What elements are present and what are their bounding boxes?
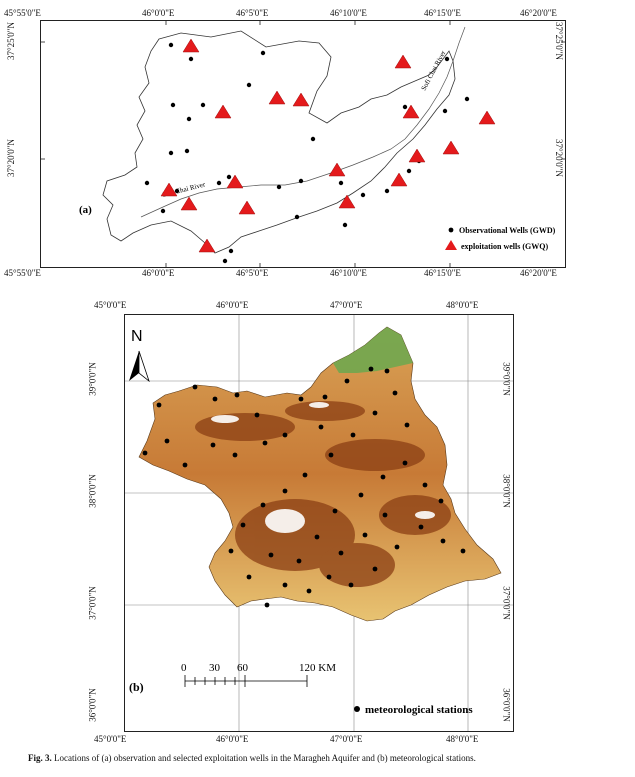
- b-lon-top-0: 46°0'0"E: [216, 300, 249, 310]
- b-lon-bottom-1: 46°0'0"E: [216, 734, 249, 744]
- observational-wells: [144, 42, 470, 264]
- map-panel-b: N 0 30 60 120 KM (b) meteorological stat…: [124, 314, 514, 732]
- legend-station-marker: [354, 706, 360, 712]
- b-lat-left-3: 36°0'0"N: [87, 688, 98, 722]
- b-lon-bottom-0: 45°0'0"E: [94, 734, 127, 744]
- a-lat-right-0: 37°25'0"N: [553, 22, 564, 60]
- scale-label-30: 30: [209, 662, 221, 674]
- scale-label-120: 120 KM: [299, 662, 336, 674]
- b-lon-top-2: 48°0'0"E: [446, 300, 479, 310]
- b-lat-left-2: 37°0'0"N: [87, 586, 98, 620]
- a-lon-bottom-3: 46°10'0"E: [330, 268, 367, 278]
- b-lat-right-0: 39°0'0"N: [501, 362, 512, 396]
- northern-lowland: [333, 327, 413, 373]
- scale-label-0: 0: [181, 662, 187, 674]
- a-lat-right-1: 37°20'0"N: [553, 139, 564, 177]
- panel-a-legend: [445, 227, 457, 250]
- b-lat-left-0: 39°0'0"N: [87, 362, 98, 396]
- a-lon-bottom-2: 46°5'0"E: [236, 268, 269, 278]
- caption-prefix: Fig. 3.: [28, 753, 52, 763]
- b-lon-bottom-3: 48°0'0"E: [446, 734, 479, 744]
- panel-b-label: (b): [129, 680, 144, 694]
- legend-stations: meteorological stations: [365, 704, 473, 716]
- a-lon-top-5: 46°20'0"E: [520, 8, 557, 18]
- a-lon-bottom-1: 46°0'0"E: [142, 268, 175, 278]
- a-lat-left-0: 37°25'0"N: [5, 22, 16, 60]
- b-lat-right-2: 37°0'0"N: [501, 586, 512, 620]
- province-relief: [138, 326, 502, 622]
- sofi-chai-river: [140, 26, 466, 218]
- panel-a-map-svg: Sofi Chai River Sofi Chai River (a): [41, 21, 565, 267]
- a-lon-top-3: 46°10'0"E: [330, 8, 367, 18]
- a-lon-bottom-4: 46°15'0"E: [424, 268, 461, 278]
- river-label-2: Sofi Chai River: [420, 49, 448, 92]
- b-lat-left-1: 38°0'0"N: [87, 474, 98, 508]
- snow-caps: [211, 402, 435, 533]
- scale-bar: [184, 675, 308, 687]
- b-lat-right-1: 38°0'0"N: [501, 474, 512, 508]
- aquifer-boundary: [102, 30, 456, 254]
- figure-caption: Fig. 3. Locations of (a) observation and…: [28, 752, 618, 764]
- a-lon-bottom-5: 46°20'0"E: [520, 268, 557, 278]
- caption-text: Locations of (a) observation and selecte…: [54, 753, 476, 763]
- a-lon-top-2: 46°5'0"E: [236, 8, 269, 18]
- legend-observational: Observational Wells (GWD): [459, 226, 556, 235]
- panel-a-label: (a): [79, 204, 92, 216]
- meteorological-stations: [142, 366, 466, 608]
- a-lon-top-0: 45°55'0"E: [4, 8, 41, 18]
- north-arrow: [129, 350, 150, 383]
- b-lon-bottom-2: 47°0'0"E: [330, 734, 363, 744]
- a-lon-bottom-0: 45°55'0"E: [4, 268, 41, 278]
- map-panel-a: Sofi Chai River Sofi Chai River (a): [40, 20, 566, 268]
- legend-exploitation: exploitation wells (GWQ): [461, 242, 548, 251]
- scale-label-60: 60: [237, 662, 249, 674]
- mountain-ridges: [195, 401, 451, 587]
- panel-b-map-svg: N 0 30 60 120 KM (b) meteorological stat…: [125, 315, 513, 731]
- b-lon-top-1: 47°0'0"E: [330, 300, 363, 310]
- north-label: N: [131, 328, 143, 345]
- b-lon-top-00: 45°0'0"E: [94, 300, 127, 310]
- b-lat-right-3: 36°0'0"N: [501, 688, 512, 722]
- a-lon-top-1: 46°0'0"E: [142, 8, 175, 18]
- a-lat-left-1: 37°20'0"N: [5, 139, 16, 177]
- exploitation-wells: [160, 38, 496, 253]
- a-lon-top-4: 46°15'0"E: [424, 8, 461, 18]
